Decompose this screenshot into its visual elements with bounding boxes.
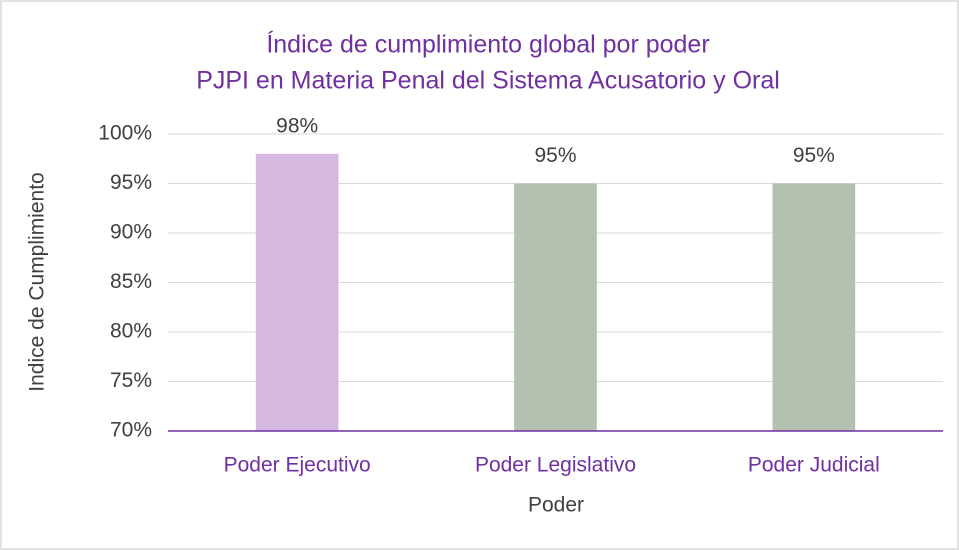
y-tick-label: 85% — [110, 270, 152, 293]
x-tick-label: Poder Judicial — [748, 454, 880, 477]
data-label: 95% — [534, 144, 576, 167]
y-tick-label: 75% — [110, 369, 152, 392]
y-axis-label: Indice de Cumplimiento — [26, 172, 49, 391]
bar — [255, 153, 339, 432]
y-tick-label: 70% — [110, 419, 152, 442]
bar — [772, 183, 856, 431]
y-tick-label: 100% — [98, 122, 152, 145]
bar — [514, 183, 597, 431]
data-label: 95% — [793, 144, 835, 167]
x-tick-label: Poder Legislativo — [475, 454, 636, 477]
data-label: 98% — [276, 114, 318, 137]
x-axis-label: Poder — [528, 494, 584, 517]
y-tick-label: 80% — [110, 320, 152, 343]
chart-subtitle: PJPI en Materia Penal del Sistema Acusat… — [196, 67, 780, 95]
y-tick-label: 95% — [110, 171, 152, 194]
chart-title: Índice de cumplimiento global por poder — [266, 30, 709, 59]
x-tick-label: Poder Ejecutivo — [224, 454, 371, 477]
y-tick-label: 90% — [110, 221, 152, 244]
